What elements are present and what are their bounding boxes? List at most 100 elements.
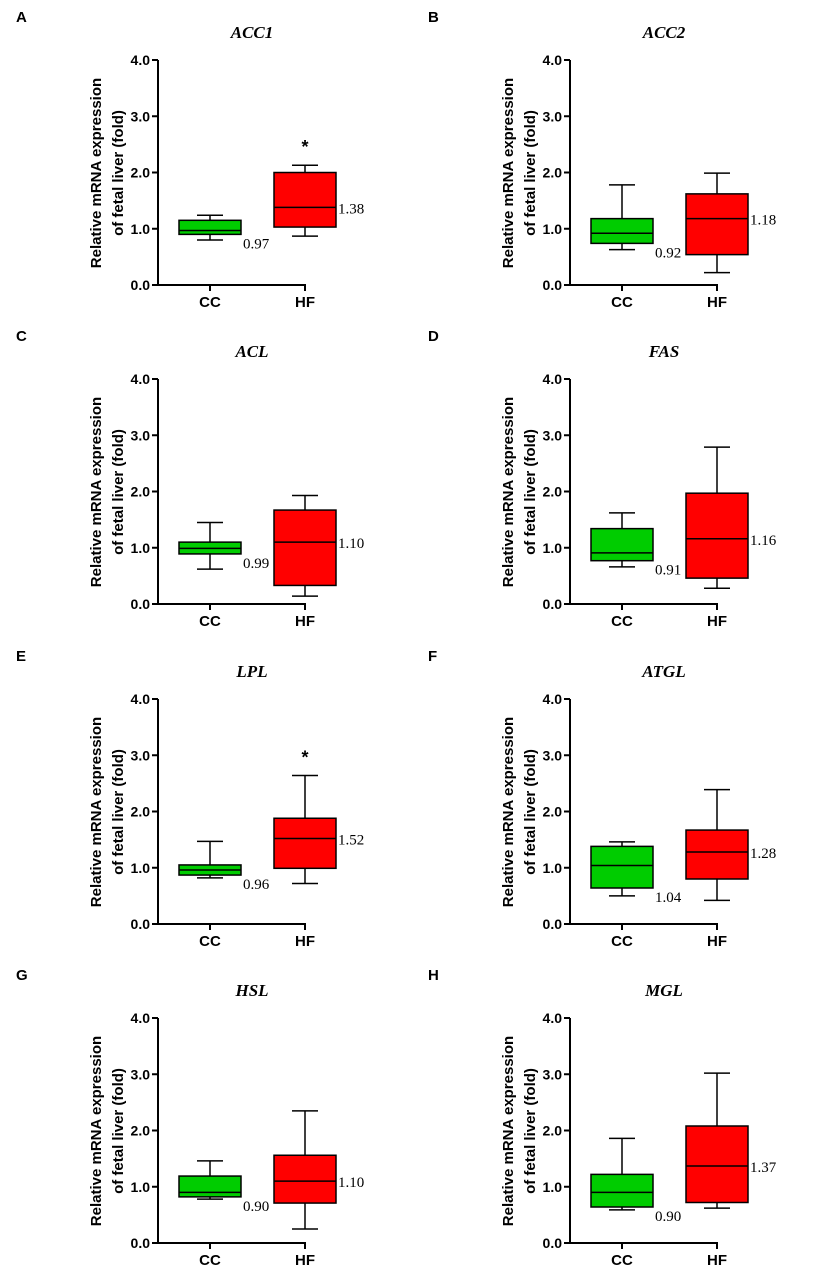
panel-letter: G [16, 967, 28, 984]
median-value-label: 0.90 [655, 1209, 681, 1225]
median-value-label: 1.52 [338, 833, 364, 849]
panel-letter: A [16, 9, 27, 26]
median-value-label: 1.28 [750, 846, 776, 862]
y-tick-label: 1.0 [543, 540, 563, 556]
x-tick-label: HF [295, 1252, 315, 1269]
panel-letter: H [428, 967, 439, 984]
chart-title: ACL [234, 342, 268, 361]
box-cc [178, 1175, 242, 1198]
y-tick-label: 4.0 [543, 52, 563, 68]
x-tick-label: CC [199, 933, 221, 950]
y-axis-label-line1: Relative mRNA expression [88, 1036, 105, 1226]
box-hf [685, 492, 749, 579]
box-hf [685, 1125, 749, 1204]
box-hf [273, 509, 337, 587]
x-tick-label: CC [611, 933, 633, 950]
y-tick-label: 1.0 [131, 540, 151, 556]
box-cc [178, 219, 242, 236]
y-tick-label: 2.0 [131, 165, 151, 181]
y-tick-label: 1.0 [543, 1179, 563, 1195]
y-tick-label: 4.0 [543, 691, 563, 707]
y-tick-label: 0.0 [131, 916, 151, 932]
chart-title: MGL [644, 981, 683, 1000]
y-tick-label: 3.0 [131, 747, 151, 763]
box-hf [685, 193, 749, 256]
panel-h: H MGL Relative mRNA expression of fetal liv… [428, 967, 777, 1269]
y-tick-label: 2.0 [543, 804, 563, 820]
panel-letter: E [16, 648, 26, 665]
x-tick-label: HF [295, 933, 315, 950]
y-axis-label-line2: of fetal liver (fold) [110, 1068, 127, 1194]
y-axis-label-line2: of fetal liver (fold) [522, 429, 539, 555]
median-value-label: 0.96 [243, 877, 270, 893]
box-hf [273, 817, 337, 870]
x-tick-label: HF [707, 294, 727, 311]
y-tick-label: 2.0 [131, 1123, 151, 1139]
median-value-label: 1.10 [338, 536, 364, 552]
y-tick-label: 3.0 [543, 747, 563, 763]
y-tick-label: 1.0 [543, 221, 563, 237]
y-tick-label: 2.0 [131, 484, 151, 500]
box-cc [590, 845, 654, 889]
median-value-label: 1.10 [338, 1175, 364, 1191]
x-tick-label: HF [707, 933, 727, 950]
y-tick-label: 4.0 [131, 691, 151, 707]
median-value-label: 0.99 [243, 556, 269, 572]
panel-d: D FAS Relative mRNA expression of fetal liv… [428, 328, 777, 630]
chart-title: ACC2 [642, 23, 686, 42]
y-tick-label: 3.0 [543, 108, 563, 124]
panel-b: B ACC2 Relative mRNA expression of fetal li… [428, 9, 776, 311]
x-tick-label: HF [295, 294, 315, 311]
chart-title: LPL [235, 662, 267, 681]
chart-title: ATGL [641, 662, 685, 681]
y-tick-label: 1.0 [131, 860, 151, 876]
y-axis-label-line2: of fetal liver (fold) [522, 1068, 539, 1194]
panel-letter: F [428, 648, 437, 665]
y-tick-label: 4.0 [543, 371, 563, 387]
y-tick-label: 0.0 [543, 916, 563, 932]
y-axis-label-line1: Relative mRNA expression [500, 397, 517, 587]
y-tick-label: 0.0 [131, 596, 151, 612]
box-cc [590, 217, 654, 245]
x-tick-label: CC [611, 613, 633, 630]
y-tick-label: 4.0 [131, 1010, 151, 1026]
y-tick-label: 0.0 [543, 596, 563, 612]
panel-e: E LPL Relative mRNA expression of fetal liv… [16, 648, 364, 950]
y-tick-label: 3.0 [543, 427, 563, 443]
y-tick-label: 3.0 [131, 108, 151, 124]
x-tick-label: CC [611, 1252, 633, 1269]
y-tick-label: 0.0 [131, 277, 151, 293]
panel-g: G HSL Relative mRNA expression of fetal liv… [16, 967, 364, 1269]
y-axis-label-line1: Relative mRNA expression [88, 78, 105, 268]
y-tick-label: 0.0 [543, 277, 563, 293]
box-hf [685, 829, 749, 880]
box-hf [273, 1154, 337, 1204]
y-tick-label: 0.0 [131, 1235, 151, 1251]
y-axis-label-line2: of fetal liver (fold) [522, 749, 539, 875]
y-axis-label-line2: of fetal liver (fold) [522, 110, 539, 236]
y-tick-label: 1.0 [131, 221, 151, 237]
x-tick-label: CC [199, 613, 221, 630]
x-tick-label: HF [295, 613, 315, 630]
median-value-label: 1.04 [655, 890, 682, 906]
median-value-label: 0.92 [655, 245, 681, 261]
y-tick-label: 4.0 [131, 52, 151, 68]
y-tick-label: 2.0 [131, 804, 151, 820]
chart-title: ACC1 [230, 23, 274, 42]
median-value-label: 0.91 [655, 563, 681, 579]
y-tick-label: 2.0 [543, 165, 563, 181]
y-tick-label: 4.0 [543, 1010, 563, 1026]
y-axis-label-line1: Relative mRNA expression [500, 1036, 517, 1226]
y-tick-label: 2.0 [543, 1123, 563, 1139]
x-tick-label: HF [707, 1252, 727, 1269]
median-value-label: 1.16 [750, 533, 777, 549]
panel-f: F ATGL Relative mRNA expression of fetal li… [428, 648, 776, 950]
median-value-label: 1.37 [750, 1160, 777, 1176]
box-cc [590, 1173, 654, 1208]
y-axis-label-line1: Relative mRNA expression [500, 717, 517, 907]
panel-letter: D [428, 328, 439, 345]
y-tick-label: 0.0 [543, 1235, 563, 1251]
chart-title: FAS [648, 342, 680, 361]
y-axis-label-line2: of fetal liver (fold) [110, 749, 127, 875]
